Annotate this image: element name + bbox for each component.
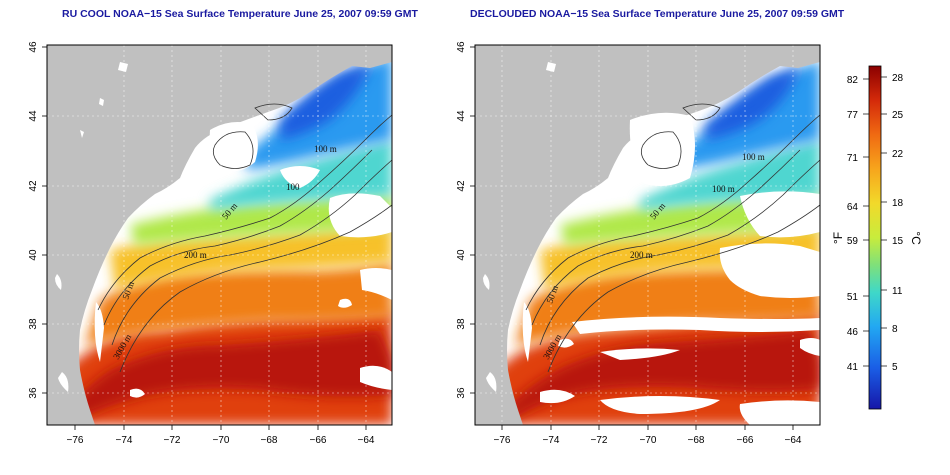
- colorbar-celsius-unit: °C: [909, 231, 923, 245]
- y-tick-label: 44: [28, 110, 39, 122]
- y-tick-label: 40: [28, 249, 39, 261]
- right-x-axis: −76 −74 −72 −70 −68 −66 −64: [494, 425, 802, 446]
- colorbar-fahrenheit-tick: 64: [847, 202, 859, 213]
- left-map-frame: [46, 44, 393, 426]
- left-land: [47, 45, 392, 425]
- x-tick-label: −72: [591, 435, 608, 446]
- left-map: 100 m 100 50 m 200 m 50 m 3000 m: [47, 45, 392, 425]
- colorbar-celsius-tick: 5: [892, 362, 898, 373]
- colorbar-fahrenheit-unit: °F: [831, 232, 845, 244]
- x-tick-label: −76: [67, 435, 84, 446]
- right-map-title: DECLOUDED NOAA−15 Sea Surface Temperatur…: [470, 8, 845, 20]
- left-x-axis: −76 −74 −72 −70 −68 −66 −64: [67, 425, 375, 446]
- x-tick-label: −66: [310, 435, 327, 446]
- x-tick-label: −70: [640, 435, 657, 446]
- y-tick-label: 40: [456, 249, 467, 261]
- x-tick-label: −74: [543, 435, 560, 446]
- right-y-axis: 46 44 42 40 38 36: [456, 41, 475, 399]
- right-contour-label: 100 m: [742, 152, 765, 162]
- x-tick-label: −72: [164, 435, 181, 446]
- x-tick-label: −70: [213, 435, 230, 446]
- y-tick-label: 46: [456, 41, 467, 53]
- colorbar-celsius-tick: 11: [892, 286, 903, 297]
- left-contour-label: 100 m: [314, 144, 337, 154]
- colorbar-celsius-tick: 18: [892, 198, 904, 209]
- colorbar-fahrenheit-tick: 46: [847, 327, 859, 338]
- left-gridlines: [47, 45, 392, 425]
- y-tick-label: 38: [28, 318, 39, 330]
- y-tick-label: 36: [456, 387, 467, 399]
- colorbar-celsius-tick: 25: [892, 110, 904, 121]
- right-gridlines: [475, 45, 820, 425]
- colorbar-celsius-tick: 8: [892, 324, 898, 335]
- colorbar-fahrenheit-tick: 59: [847, 236, 859, 247]
- y-tick-label: 44: [456, 110, 467, 122]
- left-contour-label: 200 m: [184, 250, 207, 260]
- right-land: [475, 45, 820, 425]
- x-tick-label: −74: [116, 435, 133, 446]
- y-tick-label: 38: [456, 318, 467, 330]
- left-clouds: [130, 122, 392, 398]
- colorbar-fahrenheit-tick: 82: [847, 75, 859, 86]
- colorbar-celsius-tick: 15: [892, 236, 904, 247]
- x-tick-label: −66: [737, 435, 754, 446]
- x-tick-label: −76: [494, 435, 511, 446]
- x-tick-label: −68: [688, 435, 705, 446]
- y-tick-label: 36: [28, 387, 39, 399]
- y-tick-label: 46: [28, 41, 39, 53]
- colorbar-gradient: [868, 65, 882, 410]
- colorbar: 82 77 71 64 59 51 46 41 28 25 22 18 15 1…: [831, 65, 923, 410]
- right-map-frame: [474, 44, 821, 426]
- left-map-title: RU COOL NOAA−15 Sea Surface Temperature …: [62, 8, 418, 20]
- colorbar-celsius-tick: 22: [892, 149, 904, 160]
- left-contours: [97, 103, 392, 373]
- left-y-axis: 46 44 42 40 38 36: [28, 41, 47, 399]
- right-contour-label: 200 m: [630, 250, 653, 260]
- right-contour-label: 100 m: [712, 184, 735, 194]
- x-tick-label: −68: [261, 435, 278, 446]
- y-tick-label: 42: [28, 180, 39, 192]
- right-clouds: [540, 112, 820, 425]
- x-tick-label: −64: [785, 435, 802, 446]
- colorbar-fahrenheit-tick: 41: [847, 362, 859, 373]
- colorbar-fahrenheit-tick: 77: [847, 110, 859, 121]
- right-map: 100 m 100 m 50 m 200 m 50 m 3000 m: [475, 45, 820, 425]
- y-tick-label: 42: [456, 180, 467, 192]
- left-contour-label: 100: [286, 182, 300, 192]
- x-tick-label: −64: [358, 435, 375, 446]
- colorbar-celsius-tick: 28: [892, 73, 904, 84]
- colorbar-fahrenheit-tick: 71: [847, 153, 859, 164]
- colorbar-fahrenheit-tick: 51: [847, 292, 859, 303]
